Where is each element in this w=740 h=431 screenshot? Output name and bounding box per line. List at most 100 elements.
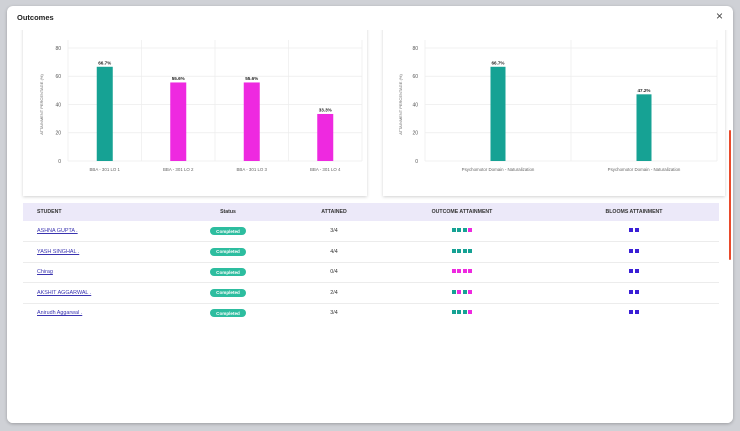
y-axis-label: ATTAINMENT PERCENTAGE (%) [398, 74, 403, 135]
y-tick-label: 40 [55, 102, 61, 108]
bar-value-label: 55.6% [172, 76, 185, 81]
outcome-square [462, 228, 467, 232]
status-badge: Completed [210, 247, 246, 256]
table-header-row: STUDENT Status ATTAINED OUTCOME ATTAINME… [23, 203, 719, 221]
outcome-square [451, 228, 456, 232]
header-outcome-attainment: OUTCOME ATTAINMENT [431, 209, 493, 215]
table-row: Chirag Completed 0/4 [23, 262, 719, 283]
bar [96, 66, 113, 161]
outcome-square [468, 310, 473, 315]
bar [170, 82, 187, 161]
bar-value-label: 47.2% [637, 88, 650, 93]
table-row: ASHNA GUPTA . Completed 3/4 [23, 221, 719, 242]
outcome-attainment-cell [375, 262, 549, 283]
blooms-square [629, 289, 634, 294]
y-tick-label: 0 [415, 159, 418, 165]
outcome-square [451, 269, 456, 274]
table-row: Anirudh Aggarwal . Completed 3/4 [23, 303, 719, 323]
bar-value-label: 66.7% [98, 60, 111, 65]
y-tick-label: 40 [412, 102, 418, 108]
student-link[interactable]: AKSHIT AGGARWAL . [37, 289, 92, 296]
y-tick-label: 20 [412, 131, 418, 137]
attained-value: 2/4 [293, 282, 375, 304]
blooms-square [634, 310, 639, 315]
lo-attainment-chart-card: 0 20 40 60 80 ATTAINMENT PERCENTAGE (%) 66.7% B… [23, 30, 367, 196]
blooms-attainment-cell [549, 303, 719, 323]
x-tick-label: BBA - 301 LO 3 [236, 167, 267, 172]
outcome-square [457, 310, 462, 315]
header-status: Status [220, 209, 236, 215]
modal-header: Outcomes × [7, 6, 733, 30]
bar-value-label: 66.7% [491, 60, 504, 65]
student-link[interactable]: YASH SINGHAL . [37, 248, 80, 255]
outcome-square [457, 289, 462, 294]
blooms-square [634, 289, 639, 294]
students-table: STUDENT Status ATTAINED OUTCOME ATTAINME… [23, 203, 719, 323]
x-tick-label: BBA - 301 LO 4 [310, 167, 341, 172]
outcome-attainment-cell [375, 282, 549, 304]
y-tick-label: 20 [55, 131, 61, 137]
y-tick-label: 80 [55, 46, 61, 52]
x-tick-label: Psychomotor Domain - Naturalization [462, 167, 535, 172]
outcome-attainment-cell [375, 303, 549, 323]
blooms-square [634, 228, 639, 232]
header-blooms-attainment: BLOOMS ATTAINMENT [605, 209, 663, 215]
outcome-attainment-cell [375, 221, 549, 242]
x-tick-label: BBA - 301 LO 2 [163, 167, 194, 172]
y-tick-label: 80 [412, 46, 418, 52]
attained-value: 3/4 [293, 221, 375, 242]
table-row: YASH SINGHAL . Completed 4/4 [23, 241, 719, 263]
table-row: AKSHIT AGGARWAL . Completed 2/4 [23, 282, 719, 304]
y-axis-label: ATTAINMENT PERCENTAGE (%) [39, 74, 44, 135]
bar [636, 94, 652, 161]
modal-content[interactable]: 0 20 40 60 80 ATTAINMENT PERCENTAGE (%) 66.7% B… [7, 30, 733, 323]
bar [243, 82, 260, 161]
status-badge: Completed [210, 268, 246, 277]
student-link[interactable]: ASHNA GUPTA . [37, 228, 78, 234]
outcome-square [462, 248, 467, 253]
outcome-square [457, 248, 462, 253]
outcome-square [462, 289, 467, 294]
blooms-attainment-cell [549, 282, 719, 304]
bar [490, 66, 506, 161]
status-badge: Completed [210, 227, 246, 235]
outcome-square [462, 310, 467, 315]
scrollbar[interactable] [729, 130, 731, 260]
outcome-square [451, 310, 456, 315]
blooms-attainment-cell [549, 221, 719, 242]
blooms-attainment-cell [549, 241, 719, 263]
outcome-square [457, 269, 462, 274]
y-tick-label: 60 [412, 74, 418, 80]
attained-value: 4/4 [293, 241, 375, 263]
lo-attainment-chart: 0 20 40 60 80 ATTAINMENT PERCENTAGE (%) 66.7% B… [39, 40, 363, 172]
y-tick-label: 0 [58, 159, 61, 165]
student-link[interactable]: Chirag [37, 269, 53, 276]
bar [317, 113, 334, 161]
outcome-square [468, 269, 473, 274]
close-button[interactable]: × [715, 9, 723, 23]
header-student: STUDENT [37, 209, 62, 215]
bar-value-label: 33.3% [319, 107, 332, 112]
blooms-square [629, 228, 634, 232]
outcome-square [468, 228, 473, 232]
outcome-square [468, 289, 473, 294]
outcome-square [451, 248, 456, 253]
outcome-square [457, 228, 462, 232]
header-attained: ATTAINED [321, 209, 347, 215]
x-tick-label: Psychomotor Domain - Naturalization [608, 167, 681, 172]
blooms-square [629, 269, 634, 274]
attained-value: 0/4 [293, 262, 375, 283]
blooms-attainment-cell [549, 262, 719, 283]
student-link[interactable]: Anirudh Aggarwal . [37, 310, 83, 317]
modal-footer-space [7, 323, 733, 423]
domain-attainment-chart-card: 0 20 40 60 80 ATTAINMENT PERCENTAGE (%) 66.7% P… [383, 30, 725, 196]
x-tick-label: BBA - 301 LO 1 [89, 167, 120, 172]
status-badge: Completed [210, 309, 246, 318]
y-tick-label: 60 [55, 74, 61, 80]
outcome-attainment-cell [375, 241, 549, 263]
blooms-square [634, 248, 639, 253]
outcome-square [451, 289, 456, 294]
outcome-square [468, 248, 473, 253]
blooms-square [629, 248, 634, 253]
blooms-square [634, 269, 639, 274]
